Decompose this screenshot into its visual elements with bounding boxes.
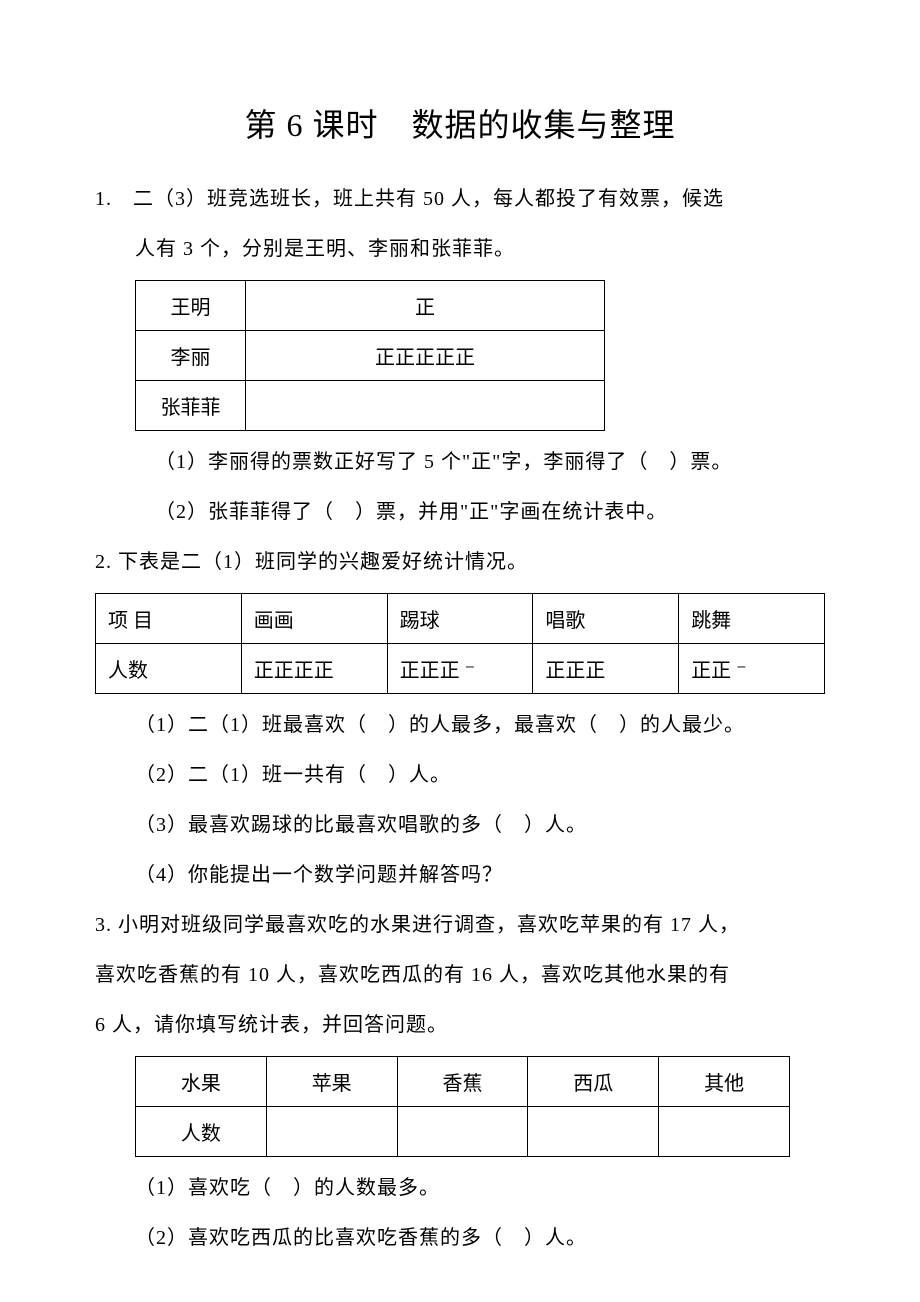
cell-tally: 正 (246, 281, 605, 331)
q2-sub2: （2）二（1）班一共有（ ）人。 (95, 750, 825, 800)
cell-value: 正正正正 (241, 644, 387, 694)
cell-value: 正正正 (533, 644, 679, 694)
q3-sub2: （2）喜欢吃西瓜的比喜欢吃香蕉的多（ ）人。 (95, 1213, 825, 1263)
q3-table: 水果 苹果 香蕉 西瓜 其他 人数 (135, 1056, 790, 1157)
cell-value (659, 1107, 790, 1157)
table-row: 人数 正正正正 正正正 ⁻ 正正正 正正 ⁻ (96, 644, 825, 694)
cell-header: 跳舞 (679, 594, 825, 644)
cell-rowlabel: 人数 (96, 644, 242, 694)
q1-sub1: （1）李丽得的票数正好写了 5 个"正"字，李丽得了（ ）票。 (95, 437, 825, 487)
cell-value: 正正正 ⁻ (387, 644, 533, 694)
cell-name: 王明 (136, 281, 246, 331)
q2-sub1: （1）二（1）班最喜欢（ ）的人最多，最喜欢（ ）的人最少。 (95, 700, 825, 750)
q1-tally-table: 王明 正 李丽 正正正正正 张菲菲 (135, 280, 605, 431)
cell-value (397, 1107, 528, 1157)
q3-stem3: 6 人，请你填写统计表，并回答问题。 (95, 1000, 825, 1050)
q3-sub1: （1）喜欢吃（ ）的人数最多。 (95, 1163, 825, 1213)
q1-stem: 1. 二（3）班竞选班长，班上共有 50 人，每人都投了有效票，候选 (95, 174, 825, 224)
cell-value (528, 1107, 659, 1157)
cell-rowlabel: 人数 (136, 1107, 267, 1157)
table-row: 水果 苹果 香蕉 西瓜 其他 (136, 1057, 790, 1107)
table-row: 项 目 画画 踢球 唱歌 跳舞 (96, 594, 825, 644)
cell-header: 项 目 (96, 594, 242, 644)
cell-name: 李丽 (136, 331, 246, 381)
cell-header: 水果 (136, 1057, 267, 1107)
q1-stem-line2: 人有 3 个，分别是王明、李丽和张菲菲。 (95, 224, 825, 274)
q2-sub3: （3）最喜欢踢球的比最喜欢唱歌的多（ ）人。 (95, 800, 825, 850)
cell-name: 张菲菲 (136, 381, 246, 431)
q2-stem: 2. 下表是二（1）班同学的兴趣爱好统计情况。 (95, 537, 825, 587)
cell-header: 西瓜 (528, 1057, 659, 1107)
cell-header: 画画 (241, 594, 387, 644)
cell-header: 唱歌 (533, 594, 679, 644)
table-row: 人数 (136, 1107, 790, 1157)
cell-tally (246, 381, 605, 431)
cell-value (266, 1107, 397, 1157)
table-row: 张菲菲 (136, 381, 605, 431)
q3-stem1: 3. 小明对班级同学最喜欢吃的水果进行调查，喜欢吃苹果的有 17 人， (95, 900, 825, 950)
q1-sub2: （2）张菲菲得了（ ）票，并用"正"字画在统计表中。 (95, 487, 825, 537)
cell-value: 正正 ⁻ (679, 644, 825, 694)
table-row: 李丽 正正正正正 (136, 331, 605, 381)
cell-header: 香蕉 (397, 1057, 528, 1107)
lesson-title: 第 6 课时 数据的收集与整理 (95, 100, 825, 146)
q3-stem2: 喜欢吃香蕉的有 10 人，喜欢吃西瓜的有 16 人，喜欢吃其他水果的有 (95, 950, 825, 1000)
cell-tally: 正正正正正 (246, 331, 605, 381)
cell-header: 其他 (659, 1057, 790, 1107)
q2-tally-table: 项 目 画画 踢球 唱歌 跳舞 人数 正正正正 正正正 ⁻ 正正正 正正 ⁻ (95, 593, 825, 694)
table-row: 王明 正 (136, 281, 605, 331)
cell-header: 苹果 (266, 1057, 397, 1107)
cell-header: 踢球 (387, 594, 533, 644)
q2-sub4: （4）你能提出一个数学问题并解答吗？ (95, 850, 825, 900)
